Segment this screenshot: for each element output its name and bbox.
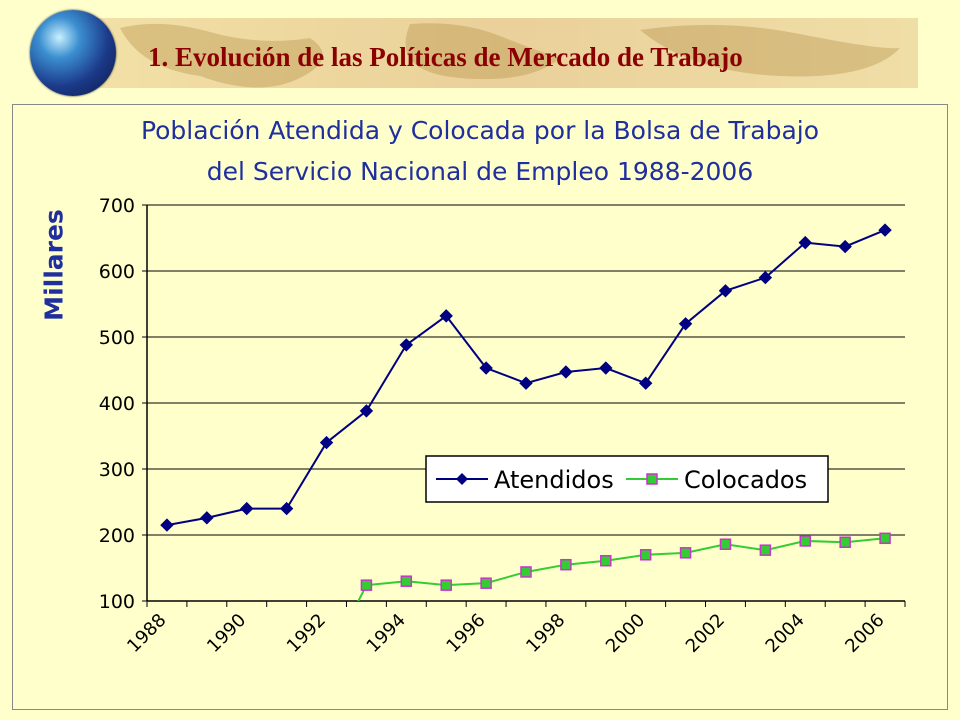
- slide-title: 1. Evolución de las Políticas de Mercado…: [148, 42, 743, 72]
- data-point-colocados: [360, 579, 373, 591]
- data-point-colocados: [480, 577, 492, 589]
- x-tick-label: 1998: [522, 610, 569, 657]
- data-point-atendidos: [519, 376, 533, 390]
- y-tick-label: 600: [99, 261, 135, 283]
- data-point-colocados: [759, 544, 772, 556]
- data-point-colocados: [799, 535, 812, 547]
- y-tick-label: 100: [99, 591, 135, 613]
- x-tick-label: 2000: [602, 610, 649, 657]
- data-point-atendidos: [638, 376, 653, 390]
- title-banner: [80, 18, 918, 88]
- data-point-colocados: [839, 536, 851, 549]
- data-point-colocados: [440, 579, 452, 591]
- data-point-colocados: [879, 532, 891, 545]
- x-tick-label: 2004: [762, 610, 809, 657]
- y-tick-label: 400: [99, 393, 135, 415]
- data-point-colocados: [520, 566, 532, 578]
- data-point-atendidos: [678, 317, 693, 331]
- data-point-colocados: [560, 558, 572, 571]
- data-point-colocados: [600, 554, 612, 567]
- x-tick-label: 1994: [363, 610, 410, 657]
- legend-label-colocados: Colocados: [684, 466, 807, 494]
- legend-marker-atendidos: [456, 473, 468, 485]
- y-tick-label: 700: [99, 195, 135, 217]
- data-point-atendidos: [878, 223, 892, 237]
- x-tick-label: 2006: [841, 610, 888, 657]
- data-point-atendidos: [718, 284, 733, 298]
- data-point-atendidos: [200, 511, 214, 525]
- data-point-atendidos: [240, 501, 254, 516]
- legend-label-atendidos: Atendidos: [494, 466, 614, 494]
- chart-title-line1: Población Atendida y Colocada por la Bol…: [140, 116, 820, 145]
- data-point-atendidos: [359, 404, 374, 418]
- x-tick-label: 1992: [283, 610, 330, 657]
- data-point-atendidos: [439, 309, 453, 323]
- data-point-colocados: [679, 547, 692, 559]
- data-point-atendidos: [758, 270, 773, 285]
- data-point-atendidos: [599, 361, 613, 375]
- globe-icon: [30, 10, 116, 96]
- x-tick-label: 1988: [123, 610, 170, 657]
- data-point-colocados: [400, 575, 413, 587]
- data-point-atendidos: [838, 239, 852, 254]
- chart-title-line2: del Servicio Nacional de Empleo 1988-200…: [206, 157, 754, 186]
- data-point-colocados: [719, 538, 732, 550]
- y-tick-label: 500: [99, 327, 135, 349]
- data-point-atendidos: [160, 518, 174, 532]
- y-tick-label: 200: [99, 525, 135, 547]
- legend-marker-colocados: [646, 473, 658, 485]
- data-point-atendidos: [559, 365, 573, 379]
- data-point-colocados: [639, 549, 652, 561]
- data-point-atendidos: [479, 361, 493, 375]
- x-tick-label: 2002: [682, 610, 729, 657]
- world-map-pattern: [120, 23, 900, 88]
- y-tick-label: 300: [99, 459, 135, 481]
- x-tick-label: 1996: [442, 610, 489, 657]
- data-point-atendidos: [798, 235, 812, 250]
- x-tick-label: 1990: [203, 610, 250, 657]
- data-point-atendidos: [399, 338, 414, 352]
- data-point-atendidos: [279, 501, 294, 516]
- data-point-atendidos: [319, 435, 334, 450]
